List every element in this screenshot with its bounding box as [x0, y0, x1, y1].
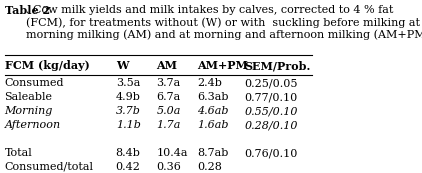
- Text: 8.4b: 8.4b: [116, 148, 141, 158]
- Text: 4.6ab: 4.6ab: [197, 106, 229, 116]
- Text: 1.1b: 1.1b: [116, 120, 141, 130]
- Text: Consumed: Consumed: [5, 78, 64, 88]
- Text: Afternoon: Afternoon: [5, 120, 61, 130]
- Text: 3.7a: 3.7a: [157, 78, 181, 88]
- Text: 0.25/0.05: 0.25/0.05: [244, 78, 298, 88]
- Text: 4.9b: 4.9b: [116, 92, 141, 102]
- Text: 0.42: 0.42: [116, 162, 141, 172]
- Text: AM+PM: AM+PM: [197, 60, 248, 71]
- Text: 0.28/0.10: 0.28/0.10: [244, 120, 298, 130]
- Text: 1.7a: 1.7a: [157, 120, 181, 130]
- Text: SEM/Prob.: SEM/Prob.: [244, 60, 311, 71]
- Text: 6.3ab: 6.3ab: [197, 92, 229, 102]
- Text: 3.5a: 3.5a: [116, 78, 140, 88]
- Text: Consumed/total: Consumed/total: [5, 162, 94, 172]
- Text: 0.55/0.10: 0.55/0.10: [244, 106, 298, 116]
- Text: 8.7ab: 8.7ab: [197, 148, 229, 158]
- Text: Table 2: Table 2: [5, 5, 50, 16]
- Text: 0.77/0.10: 0.77/0.10: [244, 92, 298, 102]
- Text: 5.0a: 5.0a: [157, 106, 181, 116]
- Text: 2.4b: 2.4b: [197, 78, 222, 88]
- Text: 10.4a: 10.4a: [157, 148, 188, 158]
- Text: Morning: Morning: [5, 106, 53, 116]
- Text: AM: AM: [157, 60, 178, 71]
- Text: 0.28: 0.28: [197, 162, 222, 172]
- Text: Saleable: Saleable: [5, 92, 52, 102]
- Text: 3.7b: 3.7b: [116, 106, 141, 116]
- Text: FCM (kg/day): FCM (kg/day): [5, 60, 89, 71]
- Text: 6.7a: 6.7a: [157, 92, 181, 102]
- Text: 1.6ab: 1.6ab: [197, 120, 229, 130]
- Text: Total: Total: [5, 148, 32, 158]
- Text: W: W: [116, 60, 128, 71]
- Text: . Cow milk yields and milk intakes by calves, corrected to 4 % fat
(FCM), for tr: . Cow milk yields and milk intakes by ca…: [26, 5, 422, 40]
- Text: 0.76/0.10: 0.76/0.10: [244, 148, 298, 158]
- Text: 0.36: 0.36: [157, 162, 181, 172]
